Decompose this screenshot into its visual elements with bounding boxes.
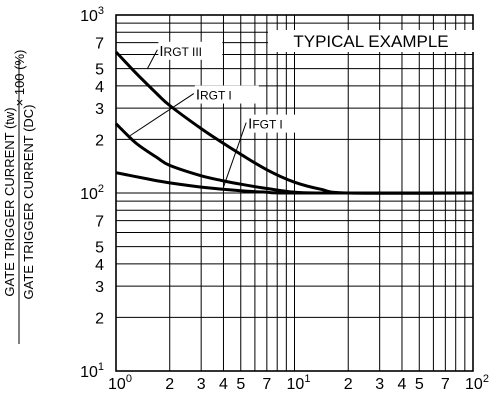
series-label-bg: [247, 114, 312, 133]
series-layer: IRGT III IRGT I IFGT I: [114, 41, 474, 195]
x-tick-label: 7: [441, 376, 450, 393]
x-tick-label: 7: [262, 376, 271, 393]
annotation-label: TYPICAL EXAMPLE: [293, 32, 448, 51]
y-tick-label: 4: [95, 79, 104, 96]
x-tick-label: 102: [465, 373, 489, 393]
y-tick-label: 102: [80, 183, 104, 203]
y-label-multiplier: × 100 (%): [12, 50, 27, 107]
y-tick-label: 101: [80, 361, 104, 381]
y-axis-label: GATE TRIGGER CURRENT (tw) GATE TRIGGER C…: [2, 50, 36, 344]
annotation-box: TYPICAL EXAMPLE: [268, 30, 474, 52]
series-line: [115, 171, 474, 195]
series-leader-line: [129, 93, 195, 137]
y-label-denominator: GATE TRIGGER CURRENT (DC): [21, 104, 36, 299]
x-tick-label: 100: [108, 373, 132, 393]
x-tick-label: 4: [219, 376, 228, 393]
x-tick-label: 3: [197, 376, 206, 393]
series-leader-line: [222, 122, 247, 188]
y-tick-label: 5: [95, 240, 104, 257]
y-tick-label: 3: [95, 101, 104, 118]
x-tick-label: 3: [375, 376, 384, 393]
x-tick-label: 101: [287, 373, 311, 393]
x-tick-label: 4: [398, 376, 407, 393]
y-tick-label: 7: [95, 36, 104, 53]
series-label-bg: [158, 41, 223, 60]
x-tick-label: 2: [165, 376, 174, 393]
series-label: IRGT III: [159, 43, 202, 60]
x-tick-label: 5: [415, 376, 424, 393]
x-tick-label: 2: [344, 376, 353, 393]
x-tick-label: 5: [236, 376, 245, 393]
series-leader-line: [146, 49, 158, 69]
x-tick-labels: 100 2 3 4 5 7 101 2 3 4 5 7 102: [108, 373, 489, 393]
y-tick-label: 4: [95, 257, 104, 274]
series-label-bg: [194, 85, 259, 104]
y-label-numerator: GATE TRIGGER CURRENT (tw): [2, 107, 17, 296]
series-label: IFGT I: [248, 116, 283, 133]
y-tick-label: 2: [95, 132, 104, 149]
y-tick-label: 7: [95, 214, 104, 231]
y-tick-label: 2: [95, 310, 104, 327]
y-tick-label: 5: [95, 62, 104, 79]
y-tick-label: 3: [95, 279, 104, 296]
y-tick-label: 103: [80, 5, 104, 25]
series-label: IRGT I: [196, 87, 232, 104]
